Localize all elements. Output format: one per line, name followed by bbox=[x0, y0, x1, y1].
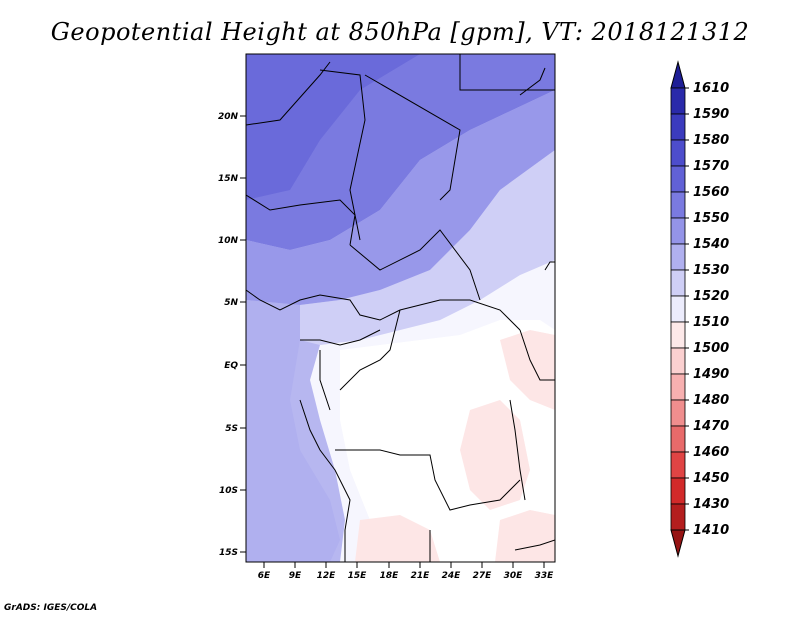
lat-tick-label: 15N bbox=[218, 174, 239, 184]
colorbar-label: 1590 bbox=[693, 107, 729, 122]
colorbar-segment bbox=[670, 165, 686, 193]
colorbar-segment bbox=[670, 399, 686, 427]
colorbar-bottom-arrow bbox=[670, 529, 686, 558]
colorbar: 1610 1590 1580 1570 1560 1550 1540 1530 1520 1510… bbox=[670, 60, 729, 558]
footer-credit: GrADS: IGES/COLA bbox=[4, 603, 98, 613]
colorbar-segment bbox=[670, 295, 686, 323]
colorbar-label: 1610 bbox=[693, 81, 729, 96]
lat-axis: 20N 15N 10N 5N EQ 5S 10S 15S bbox=[218, 112, 246, 558]
colorbar-label: 1460 bbox=[693, 445, 729, 460]
lon-axis: 6E 9E 12E 15E 18E 21E 24E 27E 30E 33E bbox=[258, 562, 554, 581]
lon-tick-label: 6E bbox=[258, 571, 271, 581]
colorbar-segment bbox=[670, 321, 686, 349]
colorbar-label: 1550 bbox=[693, 211, 729, 226]
lon-tick-label: 12E bbox=[317, 571, 337, 581]
lat-tick-label: 5N bbox=[224, 298, 238, 308]
lon-tick-label: 27E bbox=[473, 571, 493, 581]
colorbar-label: 1510 bbox=[693, 315, 729, 330]
colorbar-segment bbox=[670, 87, 686, 115]
colorbar-segment bbox=[670, 477, 686, 505]
colorbar-segment bbox=[670, 503, 686, 531]
colorbar-label: 1490 bbox=[693, 367, 729, 382]
lat-tick-label: 10S bbox=[219, 486, 238, 496]
lon-tick-label: 24E bbox=[442, 571, 462, 581]
colorbar-label: 1570 bbox=[693, 159, 729, 174]
lon-tick-label: 9E bbox=[289, 571, 302, 581]
lon-tick-label: 21E bbox=[411, 571, 431, 581]
colorbar-top-arrow bbox=[670, 60, 686, 89]
colorbar-segment bbox=[670, 347, 686, 375]
colorbar-label: 1520 bbox=[693, 289, 729, 304]
lat-tick-label: EQ bbox=[224, 361, 238, 371]
lon-tick-label: 15E bbox=[348, 571, 368, 581]
colorbar-segment bbox=[670, 243, 686, 271]
colorbar-label: 1450 bbox=[693, 471, 729, 486]
lat-tick-label: 15S bbox=[219, 548, 238, 558]
lon-tick-label: 18E bbox=[380, 571, 400, 581]
colorbar-segment bbox=[670, 139, 686, 167]
colorbar-segment bbox=[670, 451, 686, 479]
colorbar-label: 1410 bbox=[693, 523, 729, 538]
colorbar-segment bbox=[670, 191, 686, 219]
colorbar-segment bbox=[670, 373, 686, 401]
lat-tick-label: 10N bbox=[218, 236, 239, 246]
colorbar-label: 1470 bbox=[693, 419, 729, 434]
lon-tick-label: 30E bbox=[504, 571, 524, 581]
colorbar-segment bbox=[670, 425, 686, 453]
colorbar-segment bbox=[670, 113, 686, 141]
colorbar-segment bbox=[670, 217, 686, 245]
colorbar-label: 1500 bbox=[693, 341, 729, 356]
colorbar-label: 1480 bbox=[693, 393, 729, 408]
colorbar-label: 1540 bbox=[693, 237, 729, 252]
colorbar-label: 1530 bbox=[693, 263, 729, 278]
colorbar-label: 1560 bbox=[693, 185, 729, 200]
colorbar-label: 1580 bbox=[693, 133, 729, 148]
map-title: Geopotential Height at 850hPa [gpm], VT:… bbox=[50, 18, 750, 46]
political-borders bbox=[246, 54, 555, 562]
colorbar-segment bbox=[670, 269, 686, 297]
lat-tick-label: 20N bbox=[218, 112, 239, 122]
lat-tick-label: 5S bbox=[225, 424, 238, 434]
lon-tick-label: 33E bbox=[535, 571, 555, 581]
height-field bbox=[246, 54, 555, 562]
colorbar-label: 1430 bbox=[693, 497, 729, 512]
map-frame bbox=[245, 53, 556, 563]
